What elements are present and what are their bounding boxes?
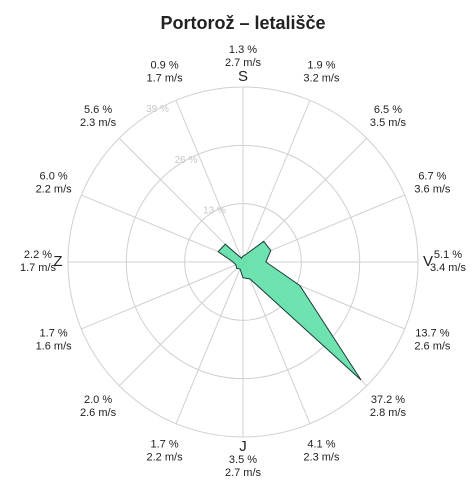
percent-label: 2.2 % <box>24 249 52 261</box>
percent-label: 37.2 % <box>371 394 405 406</box>
speed-label: 1.7 m/s <box>147 73 184 85</box>
speed-label: 2.6 m/s <box>414 340 451 352</box>
compass-label: Z <box>53 253 62 270</box>
percent-label: 4.1 % <box>307 438 335 450</box>
r-tick-label: 13 % <box>203 206 226 217</box>
percent-label: 1.3 % <box>229 44 257 56</box>
speed-label: 2.8 m/s <box>370 407 407 419</box>
speed-label: 2.7 m/s <box>225 57 262 69</box>
percent-label: 0.9 % <box>150 60 178 72</box>
percent-label: 6.0 % <box>40 170 68 182</box>
spoke <box>242 261 311 424</box>
speed-label: 2.2 m/s <box>36 183 73 195</box>
speed-label: 1.7 m/s <box>20 262 57 274</box>
spoke <box>175 261 244 424</box>
percent-label: 1.7 % <box>150 438 178 450</box>
percent-label: 5.1 % <box>434 249 462 261</box>
speed-label: 1.6 m/s <box>36 340 73 352</box>
speed-label: 3.6 m/s <box>414 183 451 195</box>
percent-label: 5.6 % <box>84 104 112 116</box>
speed-label: 2.3 m/s <box>303 451 340 463</box>
spoke <box>81 194 244 263</box>
frequency-area <box>217 240 362 381</box>
spoke <box>81 261 244 330</box>
percent-label: 6.5 % <box>374 104 402 116</box>
speed-label: 3.5 m/s <box>370 117 407 129</box>
speed-label: 2.7 m/s <box>225 467 262 479</box>
spoke <box>118 137 244 263</box>
percent-label: 1.9 % <box>307 60 335 72</box>
speed-label: 3.4 m/s <box>430 262 467 274</box>
compass-label: S <box>238 68 248 85</box>
speed-label: 2.2 m/s <box>147 451 184 463</box>
chart-title: Portorož – letališče <box>160 13 325 33</box>
compass-label: J <box>239 438 247 455</box>
compass-label: V <box>423 253 433 270</box>
percent-label: 6.7 % <box>418 170 446 182</box>
percent-label: 3.5 % <box>229 454 257 466</box>
r-tick-label: 26 % <box>175 155 198 166</box>
speed-label: 2.6 m/s <box>80 407 117 419</box>
spoke <box>242 100 311 263</box>
speed-label: 2.3 m/s <box>80 117 117 129</box>
spoke <box>175 100 244 263</box>
spoke <box>118 261 244 387</box>
percent-label: 1.7 % <box>40 327 68 339</box>
percent-label: 13.7 % <box>415 327 449 339</box>
r-tick-label: 39 % <box>146 104 169 115</box>
percent-label: 2.0 % <box>84 394 112 406</box>
speed-label: 3.2 m/s <box>303 73 340 85</box>
